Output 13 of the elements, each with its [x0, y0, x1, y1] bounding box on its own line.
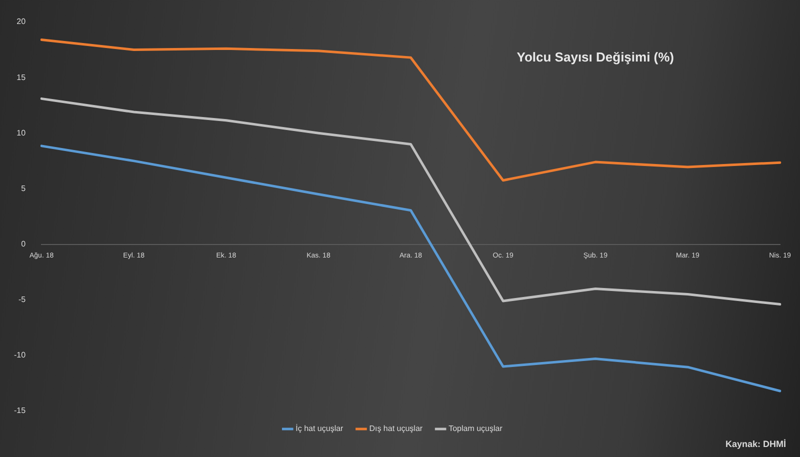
y-tick-label: 20 — [16, 17, 26, 26]
y-tick-label: 5 — [21, 184, 26, 193]
y-tick-label: -15 — [14, 406, 26, 416]
y-tick-label: 10 — [16, 128, 26, 138]
legend-label: Dış hat uçuşlar — [369, 424, 423, 434]
text: Yolcu Sayısı Değişimi (%) — [516, 50, 674, 65]
legend-label: Toplam uçuşlar — [448, 424, 503, 434]
legend-label: İç hat uçuşlar — [296, 424, 344, 434]
y-tick-label: -5 — [18, 295, 26, 304]
text: Kaynak: DHMİ — [725, 438, 786, 449]
y-tick-label: 15 — [16, 72, 26, 82]
y-tick-label: -10 — [14, 350, 26, 360]
y-tick-label: 0 — [21, 239, 26, 248]
